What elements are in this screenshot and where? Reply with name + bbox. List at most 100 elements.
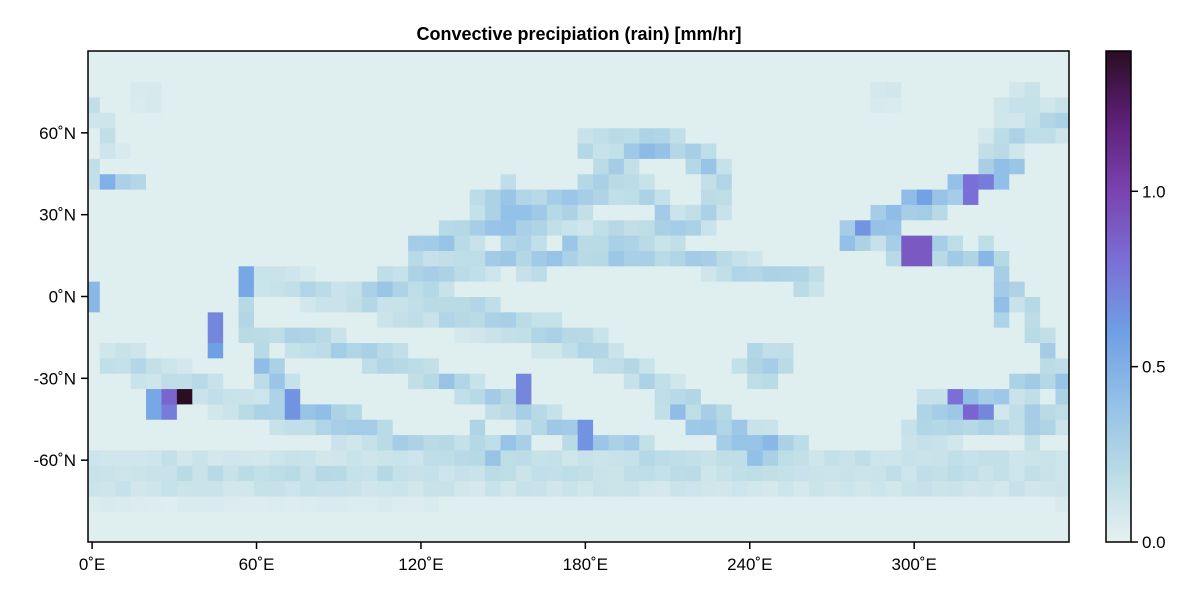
heat-cell	[361, 480, 378, 497]
heat-cell	[747, 158, 764, 175]
heat-cell	[300, 173, 317, 190]
heat-cell	[469, 235, 486, 251]
heat-cell	[962, 189, 979, 205]
heat-cell	[485, 388, 502, 405]
heat-cell	[392, 219, 409, 236]
heat-cell	[670, 296, 687, 313]
heat-cell	[115, 373, 132, 390]
heat-cell	[176, 143, 193, 159]
heat-cell	[716, 127, 733, 144]
heat-cell	[700, 250, 717, 267]
heat-cell	[315, 495, 332, 512]
heat-cell	[377, 235, 394, 251]
heat-cell	[423, 342, 440, 359]
heat-cell	[469, 204, 486, 221]
heat-cell	[500, 158, 517, 175]
heat-cell	[130, 449, 147, 466]
heat-cell	[562, 97, 579, 113]
heat-cell	[1055, 495, 1070, 512]
heat-cell	[284, 112, 301, 129]
heat-cell	[485, 219, 502, 236]
heat-cell	[1055, 403, 1070, 420]
heat-cell	[146, 311, 162, 328]
heat-cell	[716, 158, 733, 175]
heat-cell	[932, 250, 949, 267]
heat-cell	[238, 143, 255, 159]
heat-cell	[808, 327, 825, 344]
heat-cell	[469, 511, 486, 528]
heat-cell	[515, 327, 532, 344]
heat-cell	[408, 250, 424, 267]
heat-cell	[731, 311, 748, 328]
heat-cell	[654, 81, 671, 98]
heat-cell	[824, 296, 841, 313]
heat-cell	[500, 419, 517, 436]
heat-cell	[207, 51, 224, 67]
heat-cell	[916, 81, 933, 98]
heat-cell	[331, 465, 347, 482]
heat-cell	[747, 449, 764, 466]
heat-cell	[1009, 204, 1026, 221]
heat-cell	[346, 265, 363, 282]
heat-cell	[315, 434, 332, 451]
heat-cell	[932, 281, 949, 297]
heat-cell	[670, 449, 687, 466]
heat-cell	[161, 419, 178, 436]
heat-cell	[207, 327, 224, 344]
heat-cell	[824, 511, 841, 528]
heat-cell	[192, 66, 209, 83]
heat-cell	[932, 465, 949, 482]
heat-cell	[284, 204, 301, 221]
heat-cell	[485, 143, 502, 159]
heat-cell	[315, 158, 332, 175]
heat-cell	[346, 526, 363, 543]
heat-cell	[361, 66, 378, 83]
heat-cell	[130, 158, 147, 175]
heat-cell	[284, 81, 301, 98]
heat-cell	[962, 480, 979, 497]
heat-cell	[762, 127, 779, 144]
heat-cell	[577, 204, 594, 221]
heat-cell	[824, 127, 841, 144]
heat-cell	[346, 51, 363, 67]
heat-cell	[962, 112, 979, 129]
heat-cell	[161, 189, 178, 205]
heat-cell	[962, 357, 979, 374]
heat-cell	[623, 311, 640, 328]
heat-cell	[377, 465, 394, 482]
heat-cell	[130, 97, 147, 113]
heat-cell	[562, 219, 579, 236]
heat-cell	[577, 143, 594, 159]
heat-cell	[870, 235, 887, 251]
heat-cell	[531, 327, 548, 344]
heat-cell	[839, 419, 856, 436]
heat-cell	[762, 235, 779, 251]
heat-cell	[901, 265, 918, 282]
heat-cell	[562, 342, 579, 359]
heat-cell	[885, 449, 902, 466]
heat-cell	[130, 327, 147, 344]
heat-cell	[731, 173, 748, 190]
heat-cell	[855, 296, 871, 313]
heat-cell	[485, 480, 502, 497]
heat-cell	[562, 465, 579, 482]
heat-cell	[947, 465, 964, 482]
heat-cell	[932, 81, 949, 98]
heat-cell	[346, 449, 363, 466]
heat-cell	[885, 143, 902, 159]
heat-cell	[192, 296, 209, 313]
heat-cell	[747, 327, 764, 344]
heat-cell	[901, 173, 918, 190]
heat-cell	[623, 357, 640, 374]
heat-cell	[238, 250, 255, 267]
heat-cell	[161, 281, 178, 297]
heat-cell	[716, 419, 733, 436]
heat-cell	[762, 296, 779, 313]
heat-cell	[762, 419, 779, 436]
heat-cell	[947, 219, 964, 236]
heat-cell	[962, 327, 979, 344]
heat-cell	[99, 66, 116, 83]
heat-cell	[146, 480, 162, 497]
heat-cell	[315, 388, 332, 405]
heat-cell	[223, 204, 240, 221]
